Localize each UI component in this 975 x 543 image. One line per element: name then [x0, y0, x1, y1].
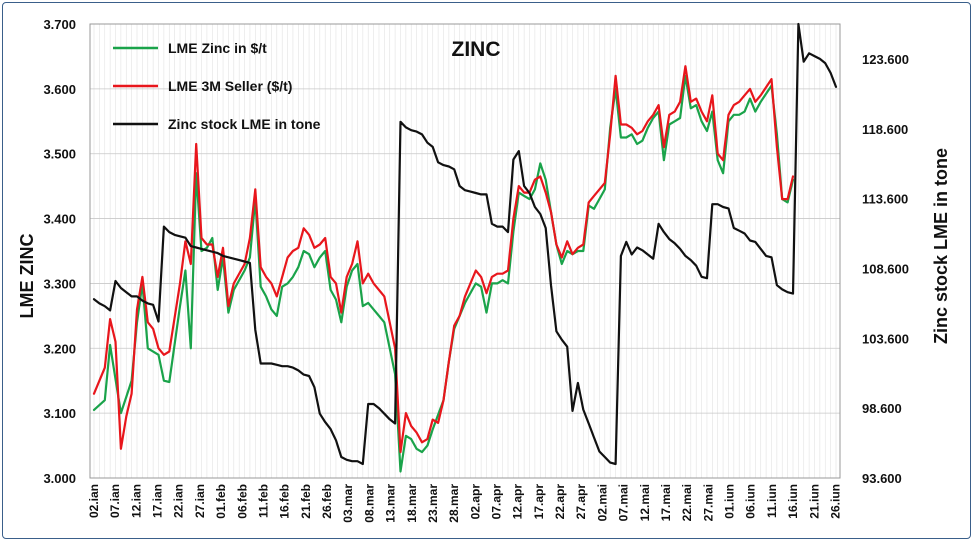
x-tick-label: 16.feb	[278, 484, 292, 519]
x-tick-label: 16.iun	[786, 484, 800, 519]
x-tick-label: 07.mai	[617, 484, 631, 521]
series-lines	[92, 22, 838, 473]
y2-tick-label: 108.600	[862, 261, 909, 276]
x-tick-label: 17.ian	[151, 484, 165, 518]
y-tick-label: 3.500	[43, 147, 76, 162]
x-tick-label: 12.mai	[638, 484, 652, 521]
x-tick-label: 01.iun	[723, 484, 737, 519]
y-tick-label: 3.600	[43, 82, 76, 97]
x-tick-label: 28.mar	[447, 484, 461, 523]
x-tick-label: 03.mar	[341, 484, 355, 523]
legend: LME Zinc in $/t LME 3M Seller ($/t) Zinc…	[113, 40, 321, 132]
x-axis-ticks: 02.ian 07.ian 12.ian 17.ian 22.ian 27.ian 01.f…	[87, 484, 842, 523]
legend-label-zinc: LME Zinc in $/t	[168, 40, 267, 56]
x-tick-label: 18.mar	[405, 484, 419, 523]
x-tick-label: 26.feb	[320, 484, 334, 519]
x-tick-label: 27.apr	[574, 484, 588, 520]
x-tick-label: 17.apr	[532, 484, 546, 520]
y2-tick-label: 103.600	[862, 331, 909, 346]
y-tick-label: 3.200	[43, 341, 76, 356]
y2-tick-label: 93.600	[862, 471, 902, 486]
x-tick-label: 02.apr	[468, 484, 482, 520]
x-tick-label: 23.mar	[426, 484, 440, 523]
x-tick-label: 02.ian	[87, 484, 101, 518]
y-tick-label: 3.300	[43, 276, 76, 291]
left-axis-ticks: 3.000 3.100 3.200 3.300 3.400 3.500 3.600 3.700	[43, 17, 76, 486]
y2-tick-label: 98.600	[862, 401, 902, 416]
series-line-stock	[92, 22, 838, 466]
x-tick-label: 12.apr	[511, 484, 525, 520]
x-tick-label: 27.ian	[193, 484, 207, 518]
x-tick-label: 27.mai	[701, 484, 715, 521]
plot-area	[89, 23, 841, 479]
legend-label-3m: LME 3M Seller ($/t)	[168, 78, 292, 94]
x-tick-label: 11.feb	[256, 484, 270, 518]
y-tick-label: 3.100	[43, 406, 76, 421]
x-tick-label: 02.mai	[595, 484, 609, 521]
x-tick-label: 17.mai	[659, 484, 673, 521]
x-tick-label: 22.ian	[172, 484, 186, 518]
x-tick-label: 06.iun	[744, 484, 758, 519]
x-tick-label: 07.ian	[108, 484, 122, 518]
x-tick-label: 12.ian	[129, 484, 143, 518]
x-tick-label: 11.iun	[765, 484, 779, 518]
y2-axis-label: Zinc stock LME in tone	[931, 148, 951, 344]
y-tick-label: 3.700	[43, 17, 76, 32]
x-tick-label: 21.iun	[807, 484, 821, 519]
y-tick-label: 3.400	[43, 212, 76, 227]
legend-label-stock: Zinc stock LME in tone	[168, 116, 321, 132]
x-tick-label: 22.apr	[553, 484, 567, 520]
chart-title: ZINC	[452, 38, 501, 61]
x-tick-label: 13.mar	[384, 484, 398, 523]
y2-tick-label: 118.600	[862, 122, 908, 137]
x-tick-label: 21.feb	[299, 484, 313, 519]
right-axis-ticks: 93.600 98.600 103.600 108.600 113.600 118.600…	[862, 52, 909, 486]
y-tick-label: 3.000	[43, 471, 76, 486]
series-line-m3-seller	[92, 65, 795, 454]
y-axis-label: LME ZINC	[17, 234, 37, 319]
y2-tick-label: 113.600	[862, 192, 908, 207]
x-tick-label: 06.feb	[235, 484, 249, 519]
x-tick-label: 26.iun	[828, 484, 842, 519]
x-tick-label: 01.feb	[214, 484, 228, 519]
x-tick-label: 22.mai	[680, 484, 694, 521]
x-tick-label: 07.apr	[490, 484, 504, 520]
x-tick-label: 08.mar	[362, 484, 376, 523]
y2-tick-label: 123.600	[862, 52, 909, 67]
